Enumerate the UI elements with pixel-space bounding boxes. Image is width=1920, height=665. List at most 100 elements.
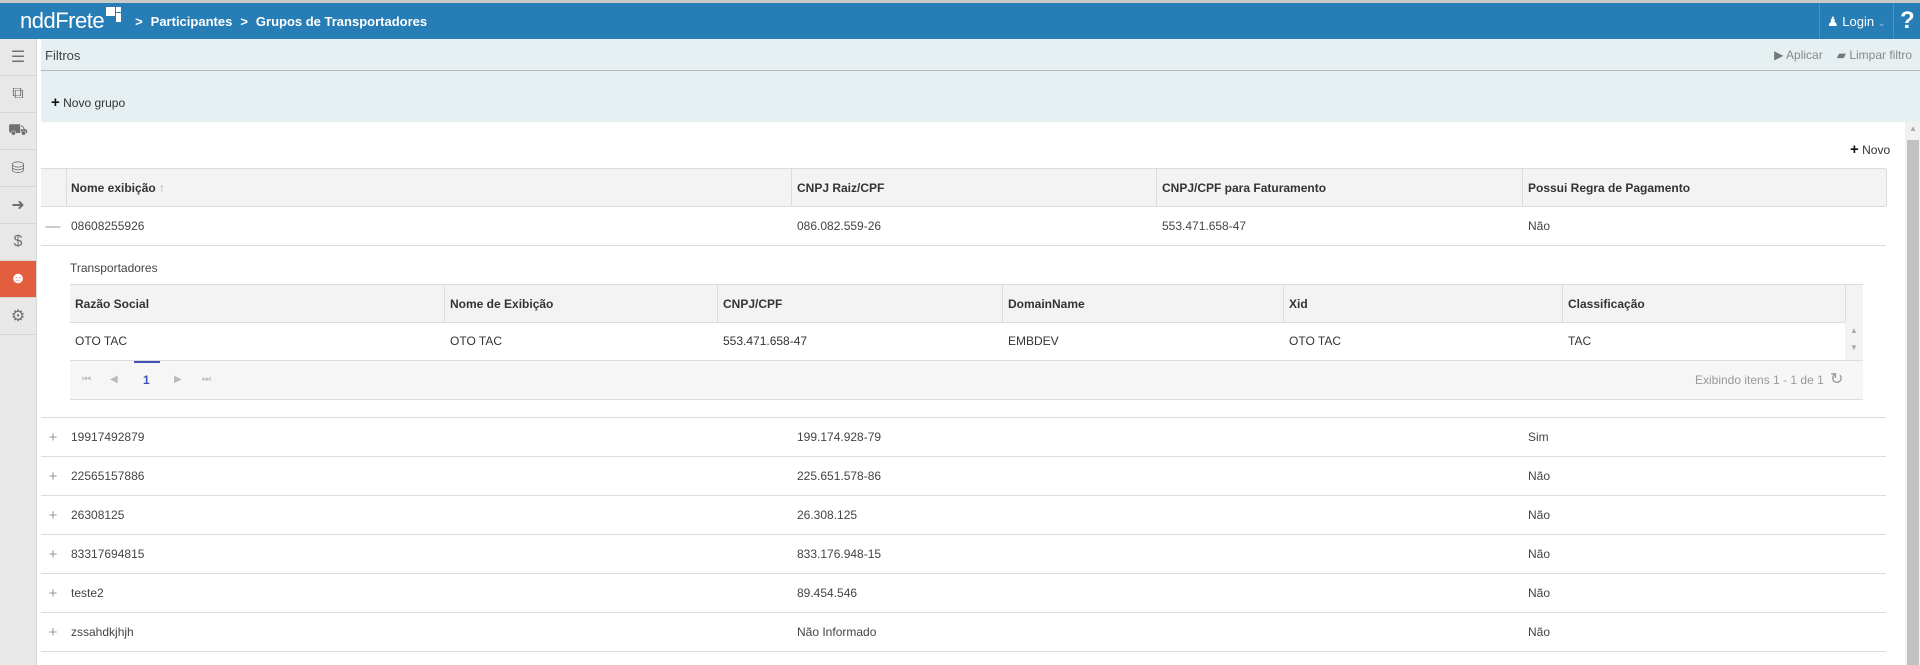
table-row[interactable]: + 19917492879 199.174.928-79 Sim — [41, 418, 1886, 457]
cell-nome: 08608255926 — [71, 219, 145, 233]
detail-col-nome[interactable]: Nome de Exibição — [450, 296, 554, 311]
cell-regra: Não — [1528, 508, 1551, 522]
payment-icon[interactable]: $ — [0, 224, 36, 261]
table-header: Nome exibição ↑ CNPJ Raiz/CPF CNPJ/CPF p… — [41, 168, 1887, 207]
cell-nome: 26308125 — [71, 508, 125, 522]
detail-col-domain[interactable]: DomainName — [1008, 296, 1085, 311]
table-row[interactable]: + 26308125 26.308.125 Não — [41, 496, 1886, 535]
detail-scrollbar[interactable]: ▲ ▼ — [1845, 322, 1863, 360]
detail-classificacao: TAC — [1568, 334, 1592, 348]
scrollbar-thumb[interactable] — [1907, 140, 1919, 665]
next-page-icon[interactable]: ▶ — [174, 374, 182, 385]
logo-mark — [106, 7, 122, 22]
cell-nome: teste2 — [71, 586, 104, 600]
refresh-icon[interactable]: ↻ — [1830, 371, 1844, 388]
detail-title: Transportadores — [70, 261, 158, 275]
detail-col-razao[interactable]: Razão Social — [75, 296, 150, 311]
column-header-nome[interactable]: Nome exibição ↑ — [71, 180, 166, 195]
chevron-down-icon: ⌄ — [1877, 18, 1886, 28]
scroll-up-icon[interactable]: ▲ — [1909, 124, 1917, 133]
filters-title: Filtros — [45, 48, 81, 63]
users-icon[interactable]: ☻ — [0, 261, 36, 298]
logo: nddFrete — [20, 8, 105, 33]
pager-info: Exibindo itens 1 - 1 de 1 — [1695, 373, 1824, 387]
login-menu[interactable]: ♟ Login ⌄ — [1827, 14, 1885, 30]
first-page-icon[interactable]: ⏮ — [82, 374, 91, 385]
breadcrumb-participantes[interactable]: Participantes — [150, 13, 233, 29]
expand-icon[interactable]: + — [48, 428, 58, 446]
table-row[interactable]: — 08608255926 086.082.559-26 553.471.658… — [41, 207, 1886, 246]
new-button[interactable]: + Novo — [1850, 141, 1890, 158]
plus-icon: + — [1850, 141, 1859, 158]
column-header-faturamento[interactable]: CNPJ/CPF para Faturamento — [1162, 180, 1327, 195]
divider — [1893, 3, 1894, 39]
page-scrollbar[interactable]: ▲ — [1905, 122, 1920, 665]
expand-icon[interactable]: + — [48, 545, 58, 563]
cell-nome: 22565157886 — [71, 469, 145, 483]
detail-row[interactable]: OTO TAC OTO TAC 553.471.658-47 EMBDEV OT… — [70, 322, 1863, 361]
cell-nome: 83317694815 — [71, 547, 145, 561]
table-row[interactable]: + zssahdkjhjh Não Informado Não — [41, 613, 1886, 652]
expand-icon[interactable]: + — [48, 623, 58, 641]
cell-cnpj: Não Informado — [797, 625, 877, 639]
clear-filter-button[interactable]: ▰ Limpar filtro — [1837, 48, 1912, 62]
cell-regra: Não — [1528, 625, 1551, 639]
column-header-cnpj[interactable]: CNPJ Raiz/CPF — [797, 180, 885, 195]
menu-icon[interactable]: ☰ — [0, 39, 36, 76]
clear-filter-label: Limpar filtro — [1849, 48, 1912, 62]
filter-actions: ▶ Aplicar ▰ Limpar filtro — [1774, 48, 1912, 62]
chevron-right-icon: > — [135, 13, 143, 29]
chevron-right-icon: > — [240, 13, 248, 29]
table-row[interactable]: + teste2 89.454.546 Não — [41, 574, 1886, 613]
header-left: nddFrete > Participantes > Grupos de Tra… — [20, 3, 427, 39]
cell-cnpj: 833.176.948-15 — [797, 547, 882, 561]
expand-icon[interactable]: + — [48, 467, 58, 485]
filters-panel: Filtros ▶ Aplicar ▰ Limpar filtro + Novo… — [41, 39, 1920, 122]
detail-pager: ⏮ ◀ 1 ▶ ⏭ Exibindo itens 1 - 1 de 1 ↻ — [70, 361, 1863, 400]
cell-regra: Sim — [1528, 430, 1549, 444]
sort-asc-icon: ↑ — [159, 180, 166, 195]
detail-col-classificacao[interactable]: Classificação — [1568, 296, 1645, 311]
cell-cnpj: 89.454.546 — [797, 586, 858, 600]
documents-icon[interactable]: ⧉ — [0, 76, 36, 113]
gears-icon[interactable]: ⚙ — [0, 298, 36, 335]
detail-xid: OTO TAC — [1289, 334, 1342, 348]
breadcrumb-grupos: Grupos de Transportadores — [255, 13, 428, 29]
expand-icon[interactable]: + — [48, 584, 58, 602]
detail-row-end — [41, 379, 1886, 418]
collapse-icon[interactable]: — — [45, 217, 61, 235]
table-row[interactable]: + 83317694815 833.176.948-15 Não — [41, 535, 1886, 574]
detail-col-cnpj[interactable]: CNPJ/CPF — [723, 296, 783, 311]
new-group-label: Novo grupo — [63, 96, 126, 110]
cell-regra: Não — [1528, 586, 1551, 600]
cell-faturamento: 553.471.658-47 — [1162, 219, 1247, 233]
page-1[interactable]: 1 — [143, 373, 150, 387]
cell-regra: Não — [1528, 469, 1551, 483]
detail-col-xid[interactable]: Xid — [1289, 296, 1308, 311]
cell-nome: zssahdkjhjh — [71, 625, 134, 639]
top-border — [0, 0, 1920, 3]
cell-cnpj: 086.082.559-26 — [797, 219, 882, 233]
expand-icon[interactable]: + — [48, 506, 58, 524]
app-header: nddFrete > Participantes > Grupos de Tra… — [0, 3, 1920, 39]
cell-cnpj: 225.651.578-86 — [797, 469, 882, 483]
last-page-icon[interactable]: ⏭ — [202, 374, 211, 385]
detail-nome: OTO TAC — [450, 334, 503, 348]
cell-regra: Não — [1528, 547, 1551, 561]
apply-label: Aplicar — [1786, 48, 1823, 62]
eraser-icon: ▰ — [1836, 48, 1846, 62]
play-icon: ▶ — [1774, 48, 1784, 62]
detail-cnpj: 553.471.658-47 — [723, 334, 808, 348]
divider — [41, 70, 1920, 71]
truck-outline-icon[interactable]: ⛁ — [0, 150, 36, 187]
new-group-button[interactable]: + Novo grupo — [51, 94, 125, 111]
table-row[interactable]: + 22565157886 225.651.578-86 Não — [41, 457, 1886, 496]
help-button[interactable]: ? — [1900, 7, 1915, 34]
divider — [1819, 3, 1820, 39]
prev-page-icon[interactable]: ◀ — [110, 374, 118, 385]
export-icon[interactable]: ➜ — [0, 187, 36, 224]
detail-header: Razão Social Nome de Exibição CNPJ/CPF D… — [70, 284, 1863, 323]
truck-icon[interactable]: ⛟ — [0, 113, 36, 150]
apply-button[interactable]: ▶ Aplicar — [1774, 48, 1823, 62]
column-header-regra[interactable]: Possui Regra de Pagamento — [1528, 180, 1691, 195]
